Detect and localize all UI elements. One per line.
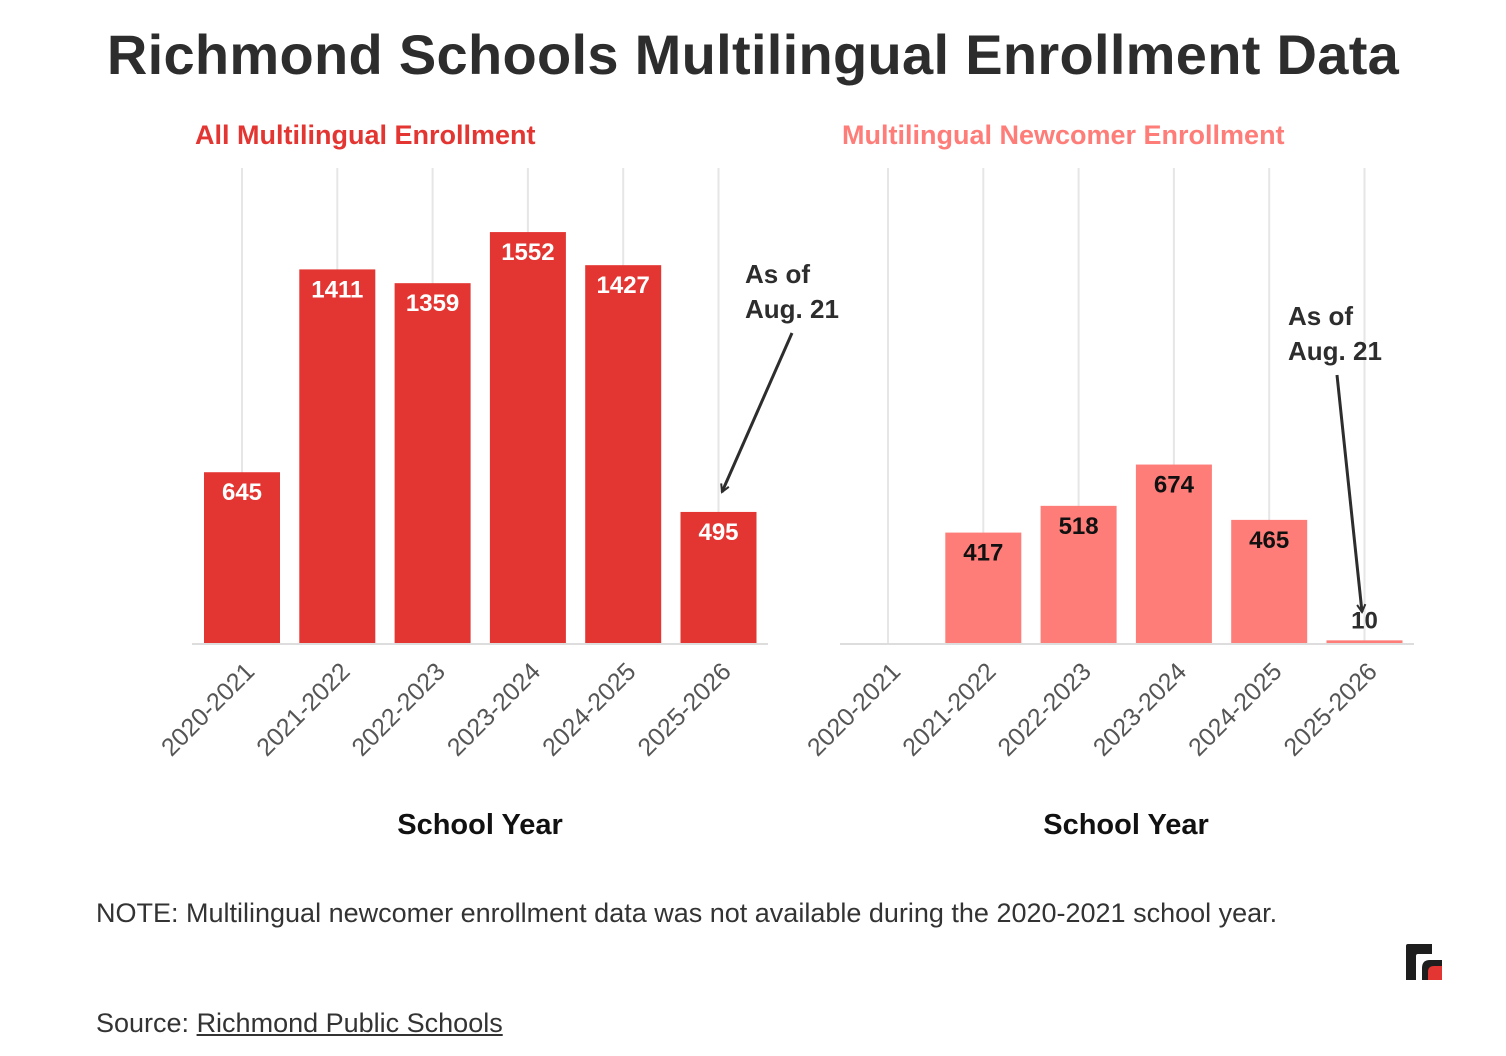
- x-tick-label: 2020-2021: [802, 657, 906, 761]
- bar-2025-2026: [1326, 640, 1403, 643]
- source-link[interactable]: Richmond Public Schools: [196, 1008, 503, 1038]
- bar-2022-2023: [1040, 505, 1117, 643]
- page-title: Richmond Schools Multilingual Enrollment…: [106, 23, 1400, 86]
- data-label-2022-2023: 518: [1059, 513, 1099, 540]
- footnote: NOTE: Multilingual newcomer enrollment d…: [96, 898, 1278, 928]
- data-label-2023-2024: 674: [1154, 472, 1195, 499]
- annotation-line1: As of: [1288, 301, 1353, 331]
- x-tick-label: 2021-2022: [251, 657, 355, 761]
- bar-2022-2023: [394, 283, 471, 643]
- x-tick-label: 2023-2024: [442, 657, 546, 761]
- x-tick-label: 2024-2025: [1183, 657, 1287, 761]
- annotation-arrow: [722, 332, 794, 492]
- x-tick-label: 2025-2026: [632, 657, 736, 761]
- data-label-2023-2024: 1552: [501, 239, 554, 266]
- data-label-2022-2023: 1359: [406, 290, 459, 317]
- bar-2024-2025: [1231, 519, 1308, 643]
- annotation-line1: As of: [745, 259, 810, 289]
- bar-2025-2026: [680, 511, 757, 643]
- x-tick-label: 2023-2024: [1088, 657, 1192, 761]
- data-label-2024-2025: 1427: [597, 272, 650, 299]
- data-label-2021-2022: 1411: [311, 276, 363, 303]
- charts-canvas: 645 2020-2021 1411 2021-2022 1359 2022-2023 15…: [156, 168, 1414, 841]
- data-label-2024-2025: 465: [1249, 527, 1289, 554]
- bar-2021-2022: [945, 532, 1022, 643]
- data-label-2021-2022: 417: [963, 540, 1003, 567]
- bar-2020-2021: [204, 472, 280, 643]
- source-line: Source: Richmond Public Schools: [96, 1008, 503, 1039]
- data-label-2025-2026: 10: [1351, 607, 1378, 634]
- data-label-2020-2021: 645: [222, 479, 262, 506]
- x-tick-label: 2025-2026: [1278, 657, 1382, 761]
- annotation-line2: Aug. 21: [745, 294, 839, 324]
- x-tick-label: 2020-2021: [156, 657, 260, 761]
- x-tick-label: 2022-2023: [347, 657, 451, 761]
- x-axis-title: School Year: [397, 809, 563, 841]
- annotation-line2: Aug. 21: [1288, 336, 1382, 366]
- bar-2024-2025: [585, 265, 662, 643]
- bar-2023-2024: [489, 232, 566, 643]
- data-label-2025-2026: 495: [698, 519, 738, 546]
- x-tick-label: 2024-2025: [537, 657, 641, 761]
- bar-2023-2024: [1135, 464, 1212, 643]
- right-chart-title: Multilingual Newcomer Enrollment: [842, 120, 1285, 150]
- source-prefix: Source:: [96, 1008, 197, 1038]
- left-chart-title: All Multilingual Enrollment: [195, 120, 536, 150]
- bar-2021-2022: [299, 269, 376, 643]
- x-tick-label: 2021-2022: [897, 657, 1001, 761]
- x-tick-label: 2022-2023: [993, 657, 1097, 761]
- x-axis-title: School Year: [1043, 809, 1209, 841]
- publisher-logo-icon: [1402, 940, 1444, 982]
- annotation-arrow: [1335, 374, 1362, 612]
